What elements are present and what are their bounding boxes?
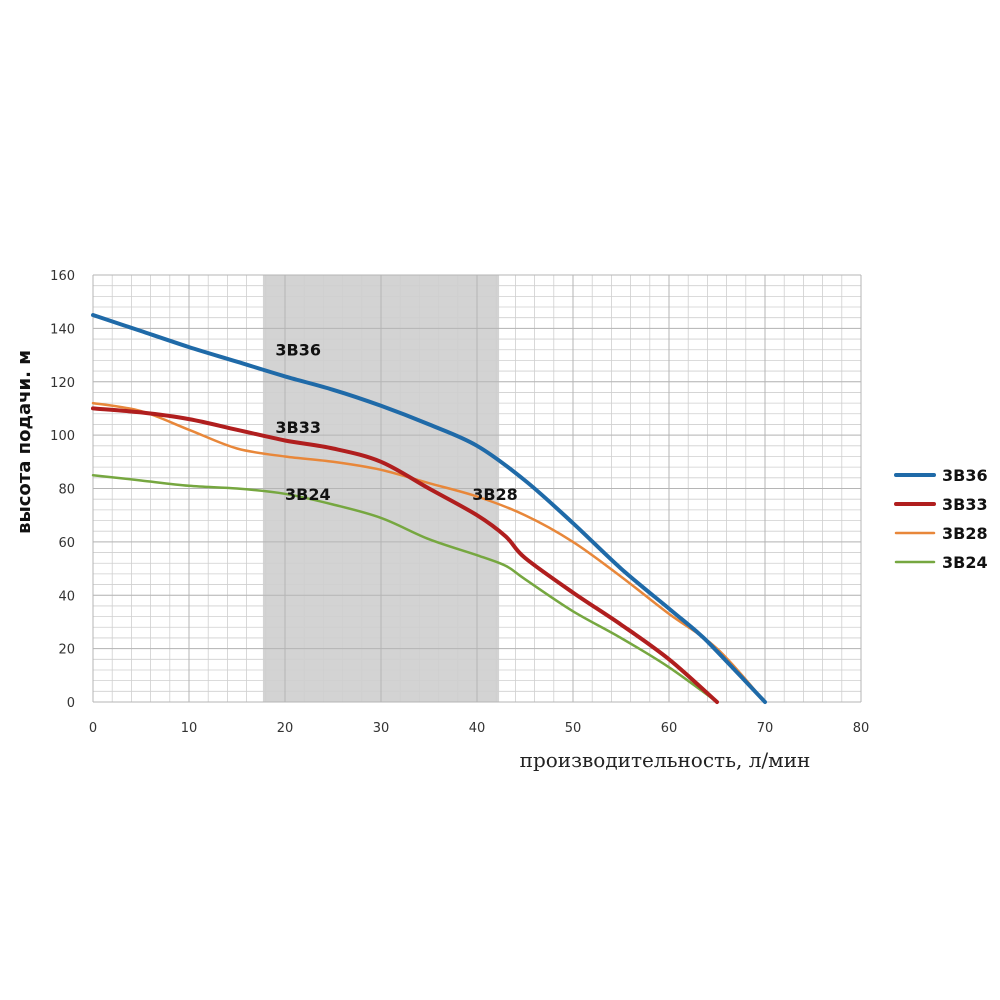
y-tick-label: 160 [50, 269, 75, 284]
y-tick-label: 120 [50, 376, 75, 391]
legend: 3B36 3B33 3B28 3B24 [894, 466, 988, 572]
legend-label: 3B36 [942, 466, 988, 485]
x-tick-label: 80 [853, 721, 870, 736]
y-tick-label: 100 [50, 429, 75, 444]
x-tick-labels: 0 10 20 30 40 50 60 70 80 [89, 721, 869, 736]
x-tick-label: 0 [89, 721, 97, 736]
series-line-3b36 [91, 313, 767, 704]
curve-labels: 3B36 3B33 3B24 3B28 [275, 341, 517, 504]
x-tick-label: 40 [469, 721, 486, 736]
series-lines [91, 313, 767, 704]
y-axis-label: высота подачи. м [14, 350, 35, 534]
legend-label: 3B28 [942, 524, 988, 543]
series-line-3b33 [91, 406, 719, 704]
curve-label: 3B28 [472, 485, 518, 504]
legend-label: 3B24 [942, 553, 988, 572]
x-tick-label: 50 [565, 721, 582, 736]
legend-label: 3B33 [942, 495, 988, 514]
curve-label: 3B24 [285, 485, 331, 504]
curve-label: 3B36 [275, 341, 321, 360]
curve-label: 3B33 [275, 418, 321, 437]
y-tick-labels: 0 20 40 60 80 100 120 140 160 [50, 269, 75, 711]
x-tick-label: 70 [757, 721, 774, 736]
x-tick-label: 30 [373, 721, 390, 736]
y-tick-label: 20 [58, 643, 75, 658]
y-tick-label: 80 [58, 483, 75, 498]
major-grid [92, 274, 862, 703]
y-tick-label: 60 [58, 536, 75, 551]
x-tick-label: 20 [277, 721, 294, 736]
y-tick-label: 40 [58, 589, 75, 604]
series-line-3b28 [91, 401, 767, 704]
x-axis-label: производительность, л/мин [520, 748, 811, 772]
y-tick-label: 0 [67, 696, 75, 711]
x-tick-label: 10 [181, 721, 198, 736]
series-line-3b24 [91, 473, 719, 704]
y-tick-label: 140 [50, 322, 75, 337]
x-tick-label: 60 [661, 721, 678, 736]
